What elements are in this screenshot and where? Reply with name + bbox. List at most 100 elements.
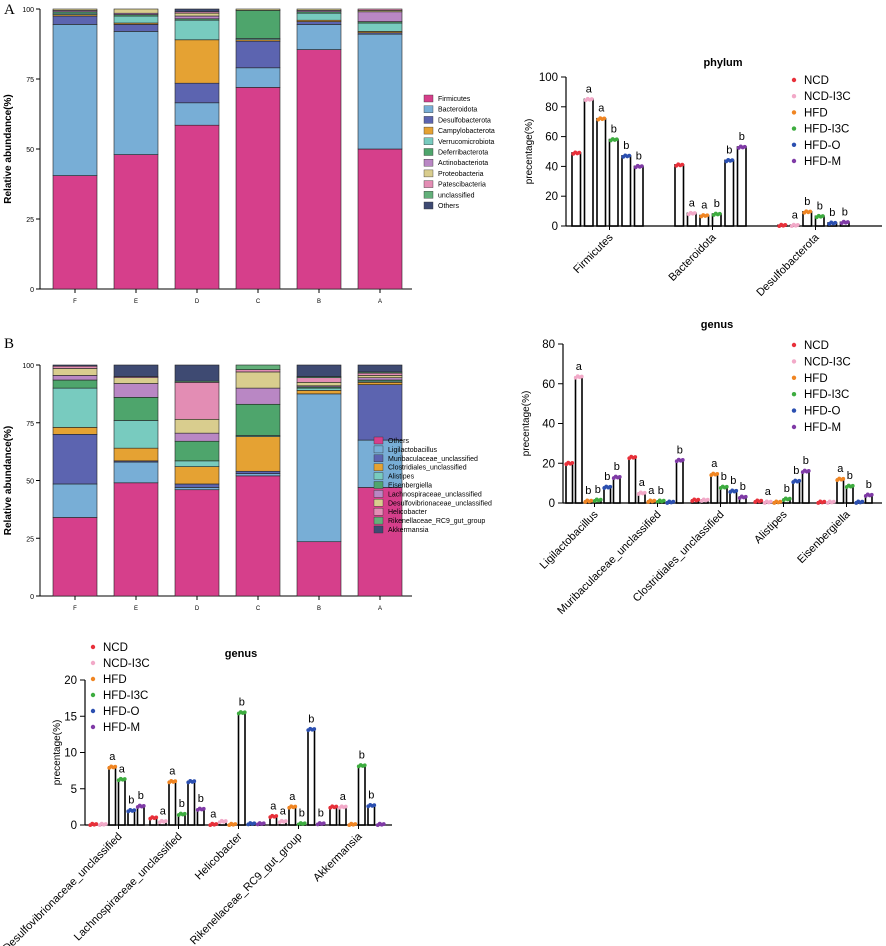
data-point-hfd-m [742,144,747,149]
data-point-hfd-i3c [362,763,367,768]
stack-segment-ligilactobacillus [296,393,342,543]
y-axis-label: precentage(%) [52,720,63,786]
stack-segment-bacteroidota [235,67,281,88]
data-point-hfd-m [869,492,874,497]
stack-segment-verrucomicrobiota [296,12,342,21]
legend-swatch-helicobacter [373,508,384,516]
stack-segment-akkermansia [52,364,98,367]
data-point-ncd-i3c [103,822,108,826]
legend-swatch-campylobacterota [423,126,434,135]
data-point-hfd [233,822,238,826]
data-point-hfd-i3c [850,483,855,488]
data-point-ncd [154,815,159,820]
significance-letter: b [829,207,835,219]
significance-letter: b [866,479,872,491]
legend-swatch-deferribacterota [423,148,434,156]
data-point-ncd [94,822,99,826]
significance-letter: b [359,750,365,762]
y-tick-label: 20 [542,458,555,470]
data-point-ncd-i3c [768,499,773,504]
stack-segment-clostridiales-unclassified [296,390,342,395]
legend-marker-hfd [791,375,797,380]
legend-swatch-desulfovibrionaceae-unclassified [373,499,384,507]
stack-segment-others [113,482,159,597]
bar-muribaculaceae-unclassified-hfd-m [675,459,684,504]
legend-swatch-verrucomicrobiota [423,137,434,146]
legend-label-ncd-i3c: NCD-I3C [804,91,851,103]
stack-segment-bacteroidota [52,24,98,176]
bar-bacteroidota-ncd [674,164,685,227]
stack-segment-bacteroidota [113,31,159,155]
y-tick-label: 5 [71,784,77,796]
legend-label-hfd-m: HFD-M [804,422,841,434]
significance-letter: a [689,197,696,209]
significance-letter: b [614,461,620,473]
data-point-hfd-i3c [661,498,666,503]
legend-swatch-actinobacteriota [423,158,434,167]
y-tick-label: 80 [545,102,558,114]
legend-label-hfd-m: HFD-M [103,722,140,734]
stack-segment-clostridiales-unclassified [174,466,220,485]
stack-segment-clostridiales-unclassified [235,436,281,472]
stack-segment-remainder [174,8,220,13]
stack-segment-desulfovibrionaceae-unclassified [357,375,403,379]
legend-swatch-lachnospiraceae-unclassified [373,490,384,498]
bar-akkermansia-hfd-i3c [357,764,366,826]
legend-label-akkermansia: Akkermansia [388,527,429,534]
stack-segment-firmicutes [113,154,159,290]
stack-segment-others [296,541,342,597]
legend-label-hfd: HFD [804,107,828,119]
data-point-hfd [113,764,118,769]
data-point-hfd-m [743,494,748,499]
x-tick-label: Muribaculaceae_unclassified [555,509,663,617]
significance-letter: b [677,444,683,456]
stack-segment-akkermansia [357,364,403,373]
x-tick-label: D [195,299,200,305]
y-tick-label: 20 [545,191,558,203]
legend-swatch-desulfobacterota [423,116,434,124]
y-tick-label: 20 [64,675,77,687]
significance-letter: b [784,483,790,495]
stacked-chart-genus: 0 25 50 75 100 Relative abundance(%) F E D C B A Oth… [3,363,492,612]
data-point-hfd-i3c [724,484,729,489]
legend-label-hfd-o: HFD-O [804,406,840,418]
legend-marker-hfd-m [791,424,797,430]
legend-label-campylobacterota: Campylobacterota [438,128,495,135]
legend-label-desulfovibrionaceae-unclassified: Desulfovibrionaceae_unclassified [388,500,492,507]
legend-label-hfd-o: HFD-O [804,140,840,152]
significance-letter: b [730,475,736,487]
stack-segment-actinobacteriota [357,11,403,22]
stack-segment-alistipes [174,460,220,467]
data-point-hfd-o [730,158,735,163]
legend-label-rikenellaceae-rc9-gut-group: Rikenellaceae_RC9_gut_group [388,518,485,525]
legend-label-hfd: HFD [804,373,828,385]
data-point-hfd-o [132,808,137,813]
legend-swatch-clostridiales-unclassified [373,463,384,471]
x-tick-label: Desulfobacterota [754,231,822,299]
data-point-ncd [570,461,575,465]
data-point-hfd-o [608,484,613,489]
significance-letter: b [740,481,746,493]
y-tick-label: 0 [552,221,558,233]
data-point-ncd-i3c [795,223,800,227]
y-tick-label: 25 [26,536,34,543]
bar-lachnospiraceae-unclassified-hfd [168,780,177,826]
legend-label-hfd-o: HFD-O [103,706,139,718]
stack-segment-eisenbergiella [52,379,98,389]
stack-segment-muribaculaceae-unclassified [52,433,98,485]
legend-marker-ncd-i3c [791,94,797,99]
stack-segment-proteobacteria [296,8,342,11]
stack-segment-firmicutes [174,124,220,290]
data-point-hfd-o [627,153,632,158]
significance-letter: b [128,795,134,807]
legend-label-lachnospiraceae-unclassified: Lachnospiraceae_unclassified [388,491,482,498]
data-point-hfd [841,476,846,481]
stack-segment-desulfobacterota [113,24,159,32]
x-tick-label: D [195,606,200,612]
stack-segment-ligilactobacillus [113,461,159,484]
y-tick-label: 50 [26,479,34,486]
significance-letter: a [837,463,844,475]
stack-segment-muribaculaceae-unclassified [235,470,281,474]
data-point-hfd-m [680,458,685,462]
